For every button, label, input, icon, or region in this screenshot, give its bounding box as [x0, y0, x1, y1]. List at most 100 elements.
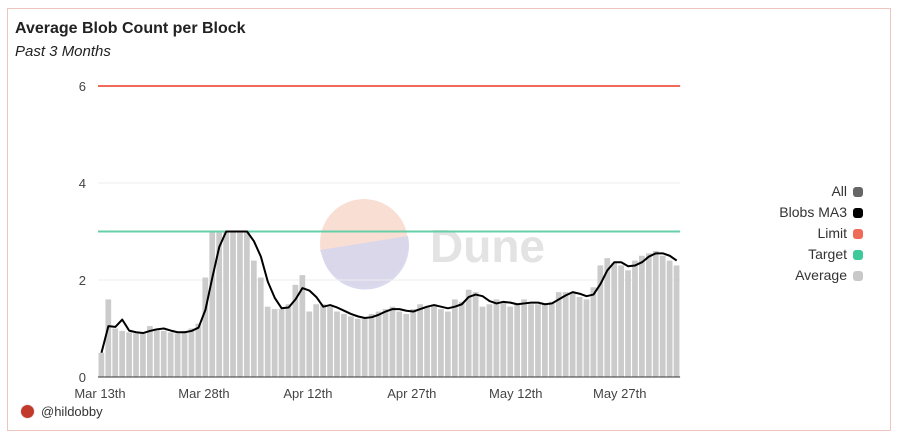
legend-item-average[interactable]: Average — [779, 265, 863, 286]
x-tick-label: May 27th — [593, 386, 646, 401]
bar — [98, 352, 105, 377]
bar — [126, 332, 132, 377]
author-credit[interactable]: @hildobby — [20, 404, 103, 419]
bar — [181, 330, 188, 377]
bar — [555, 292, 562, 377]
legend-label: Blobs MA3 — [779, 204, 847, 220]
bar — [583, 299, 590, 377]
bar — [535, 304, 541, 377]
bar — [590, 287, 597, 377]
legend-label: Limit — [817, 225, 847, 241]
bar — [389, 306, 396, 377]
x-tick-label: May 12th — [489, 386, 542, 401]
bar — [410, 309, 417, 377]
legend-swatch — [853, 270, 863, 281]
legend-swatch — [853, 207, 863, 218]
bar — [285, 304, 292, 377]
bar — [230, 231, 236, 377]
bar — [264, 306, 271, 377]
legend-label: Average — [795, 267, 847, 283]
bar — [278, 309, 285, 377]
bar — [354, 318, 361, 377]
bar — [223, 231, 229, 377]
legend-swatch — [853, 186, 863, 197]
bar — [632, 260, 638, 377]
bar — [666, 260, 673, 377]
bar — [250, 260, 257, 377]
ma3-line — [100, 230, 678, 354]
bar — [202, 277, 209, 377]
bar — [320, 304, 326, 377]
legend-label: Target — [808, 246, 847, 262]
bar — [514, 304, 521, 377]
bar — [604, 258, 611, 377]
bar — [479, 306, 486, 377]
bar — [292, 284, 299, 377]
bar — [618, 265, 624, 377]
legend-item-target[interactable]: Target — [779, 244, 863, 265]
legend-item-all[interactable]: All — [779, 181, 863, 202]
bar — [458, 301, 465, 377]
bar — [257, 277, 264, 377]
bar — [119, 330, 126, 377]
bar — [133, 333, 139, 377]
bar — [306, 311, 313, 377]
legend-item-blobs-ma3[interactable]: Blobs MA3 — [779, 202, 863, 223]
bar — [659, 255, 666, 377]
bar — [548, 301, 555, 377]
bar — [451, 299, 458, 377]
x-tick-label: Apr 12th — [283, 386, 332, 401]
bar — [542, 304, 548, 377]
bar — [105, 299, 112, 377]
bar — [244, 231, 250, 377]
legend-label: All — [831, 183, 847, 199]
x-tick-label: Mar 13th — [74, 386, 125, 401]
bar — [327, 306, 333, 377]
bar — [445, 311, 451, 377]
bar — [486, 304, 493, 377]
bar — [313, 304, 320, 377]
bar — [576, 296, 583, 377]
bar — [382, 309, 389, 377]
bar — [188, 328, 195, 377]
bar — [403, 313, 410, 377]
bar — [611, 263, 618, 377]
bar — [140, 333, 146, 377]
bar — [209, 231, 216, 377]
chart-card — [7, 8, 891, 431]
bar — [673, 265, 680, 377]
legend-item-limit[interactable]: Limit — [779, 223, 863, 244]
bar — [334, 311, 340, 377]
bar — [153, 328, 160, 377]
bar — [167, 332, 174, 377]
x-tick-label: Mar 28th — [178, 386, 229, 401]
dune-watermark: Dune — [320, 199, 545, 290]
bar — [645, 253, 652, 377]
bar — [361, 318, 368, 377]
bar — [396, 311, 403, 377]
chart-title: Average Blob Count per Block — [15, 20, 246, 37]
y-tick-label: 0 — [79, 370, 86, 385]
bar — [237, 231, 243, 377]
bar — [562, 292, 569, 377]
bar — [375, 311, 382, 377]
chart-subtitle: Past 3 Months — [15, 43, 111, 60]
bar — [639, 255, 645, 377]
bar — [195, 323, 202, 377]
bar — [112, 328, 119, 377]
bar — [431, 304, 437, 377]
bar — [597, 265, 604, 377]
bar — [500, 301, 507, 377]
bar — [652, 250, 659, 377]
legend-swatch — [853, 228, 863, 239]
bar — [625, 270, 631, 377]
legend-swatch — [853, 249, 863, 260]
bar — [472, 292, 479, 377]
bar — [438, 309, 444, 377]
bar — [493, 299, 500, 377]
bar — [271, 309, 278, 377]
bar — [417, 304, 424, 377]
bar — [160, 330, 167, 377]
chart-legend: All Blobs MA3 Limit Target Average — [779, 181, 863, 286]
